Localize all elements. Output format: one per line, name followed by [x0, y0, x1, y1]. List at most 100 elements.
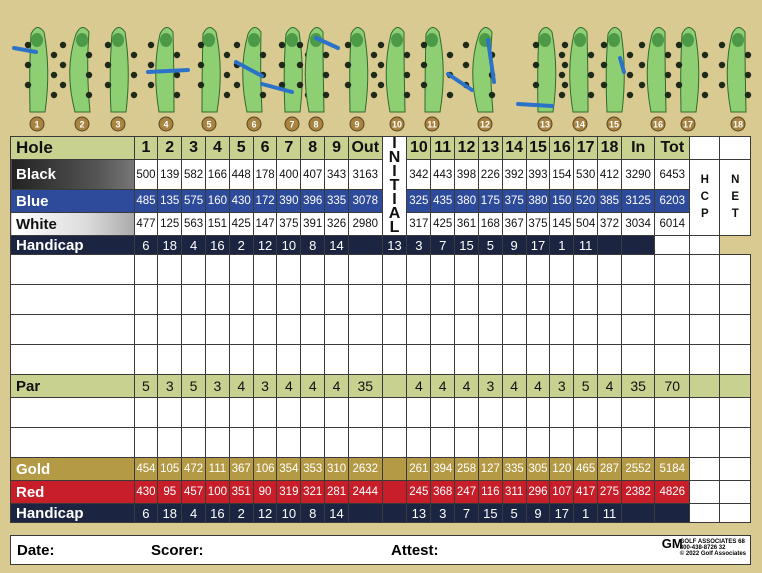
score-cell[interactable]: [406, 397, 432, 428]
score-cell[interactable]: [181, 427, 206, 458]
score-cell[interactable]: [157, 397, 183, 428]
score-cell[interactable]: [454, 397, 479, 428]
score-cell[interactable]: [406, 314, 432, 345]
score-cell[interactable]: [252, 314, 278, 345]
score-cell[interactable]: [689, 284, 721, 315]
player-name-cell[interactable]: [10, 397, 135, 428]
score-cell[interactable]: [228, 344, 254, 375]
score-cell[interactable]: [501, 254, 527, 285]
score-cell[interactable]: [381, 314, 408, 345]
score-cell[interactable]: [300, 254, 326, 285]
score-cell[interactable]: [525, 427, 551, 458]
score-cell[interactable]: [719, 254, 751, 285]
score-cell[interactable]: [276, 397, 302, 428]
score-cell[interactable]: [430, 284, 456, 315]
score-cell[interactable]: [300, 284, 326, 315]
score-cell[interactable]: [719, 284, 751, 315]
score-cell[interactable]: [719, 397, 751, 428]
score-cell[interactable]: [477, 254, 503, 285]
score-cell[interactable]: [430, 344, 456, 375]
score-cell[interactable]: [324, 344, 349, 375]
score-cell[interactable]: [620, 427, 656, 458]
score-cell[interactable]: [347, 284, 383, 315]
score-cell[interactable]: [654, 427, 691, 458]
score-cell[interactable]: [501, 397, 527, 428]
score-cell[interactable]: [597, 284, 622, 315]
score-cell[interactable]: [276, 344, 302, 375]
score-cell[interactable]: [597, 427, 622, 458]
score-cell[interactable]: [620, 397, 656, 428]
score-cell[interactable]: [654, 284, 691, 315]
score-cell[interactable]: [157, 314, 183, 345]
score-cell[interactable]: [204, 314, 230, 345]
player-name-cell[interactable]: [10, 254, 135, 285]
score-cell[interactable]: [406, 427, 432, 458]
score-cell[interactable]: [276, 284, 302, 315]
score-cell[interactable]: [719, 344, 751, 375]
score-cell[interactable]: [689, 314, 721, 345]
score-cell[interactable]: [654, 344, 691, 375]
score-cell[interactable]: [381, 284, 408, 315]
score-cell[interactable]: [157, 344, 183, 375]
score-cell[interactable]: [454, 314, 479, 345]
score-cell[interactable]: [347, 427, 383, 458]
player-name-cell[interactable]: [10, 427, 135, 458]
score-cell[interactable]: [347, 314, 383, 345]
score-cell[interactable]: [454, 427, 479, 458]
score-cell[interactable]: [525, 314, 551, 345]
player-name-cell[interactable]: [10, 344, 135, 375]
score-cell[interactable]: [133, 344, 159, 375]
score-cell[interactable]: [525, 344, 551, 375]
score-cell[interactable]: [501, 344, 527, 375]
score-cell[interactable]: [406, 254, 432, 285]
score-cell[interactable]: [477, 427, 503, 458]
score-cell[interactable]: [689, 427, 721, 458]
score-cell[interactable]: [204, 254, 230, 285]
score-cell[interactable]: [252, 397, 278, 428]
score-cell[interactable]: [347, 397, 383, 428]
score-cell[interactable]: [381, 397, 408, 428]
score-cell[interactable]: [276, 254, 302, 285]
score-cell[interactable]: [597, 344, 622, 375]
score-cell[interactable]: [654, 314, 691, 345]
score-cell[interactable]: [324, 254, 349, 285]
score-cell[interactable]: [324, 397, 349, 428]
score-cell[interactable]: [620, 284, 656, 315]
score-cell[interactable]: [689, 397, 721, 428]
score-cell[interactable]: [347, 344, 383, 375]
score-cell[interactable]: [620, 314, 656, 345]
score-cell[interactable]: [381, 254, 408, 285]
score-cell[interactable]: [157, 427, 183, 458]
score-cell[interactable]: [501, 427, 527, 458]
score-cell[interactable]: [573, 344, 599, 375]
score-cell[interactable]: [654, 254, 691, 285]
score-cell[interactable]: [181, 254, 206, 285]
score-cell[interactable]: [347, 254, 383, 285]
score-cell[interactable]: [477, 284, 503, 315]
score-cell[interactable]: [181, 344, 206, 375]
score-cell[interactable]: [228, 254, 254, 285]
score-cell[interactable]: [133, 314, 159, 345]
score-cell[interactable]: [324, 314, 349, 345]
score-cell[interactable]: [430, 397, 456, 428]
score-cell[interactable]: [597, 397, 622, 428]
score-cell[interactable]: [228, 314, 254, 345]
score-cell[interactable]: [204, 397, 230, 428]
score-cell[interactable]: [525, 254, 551, 285]
score-cell[interactable]: [501, 284, 527, 315]
score-cell[interactable]: [381, 427, 408, 458]
score-cell[interactable]: [133, 254, 159, 285]
score-cell[interactable]: [477, 397, 503, 428]
score-cell[interactable]: [157, 284, 183, 315]
score-cell[interactable]: [597, 314, 622, 345]
score-cell[interactable]: [324, 427, 349, 458]
score-cell[interactable]: [204, 427, 230, 458]
score-cell[interactable]: [157, 254, 183, 285]
score-cell[interactable]: [430, 427, 456, 458]
score-cell[interactable]: [620, 254, 656, 285]
score-cell[interactable]: [252, 427, 278, 458]
score-cell[interactable]: [525, 397, 551, 428]
score-cell[interactable]: [689, 254, 721, 285]
score-cell[interactable]: [181, 314, 206, 345]
score-cell[interactable]: [573, 284, 599, 315]
